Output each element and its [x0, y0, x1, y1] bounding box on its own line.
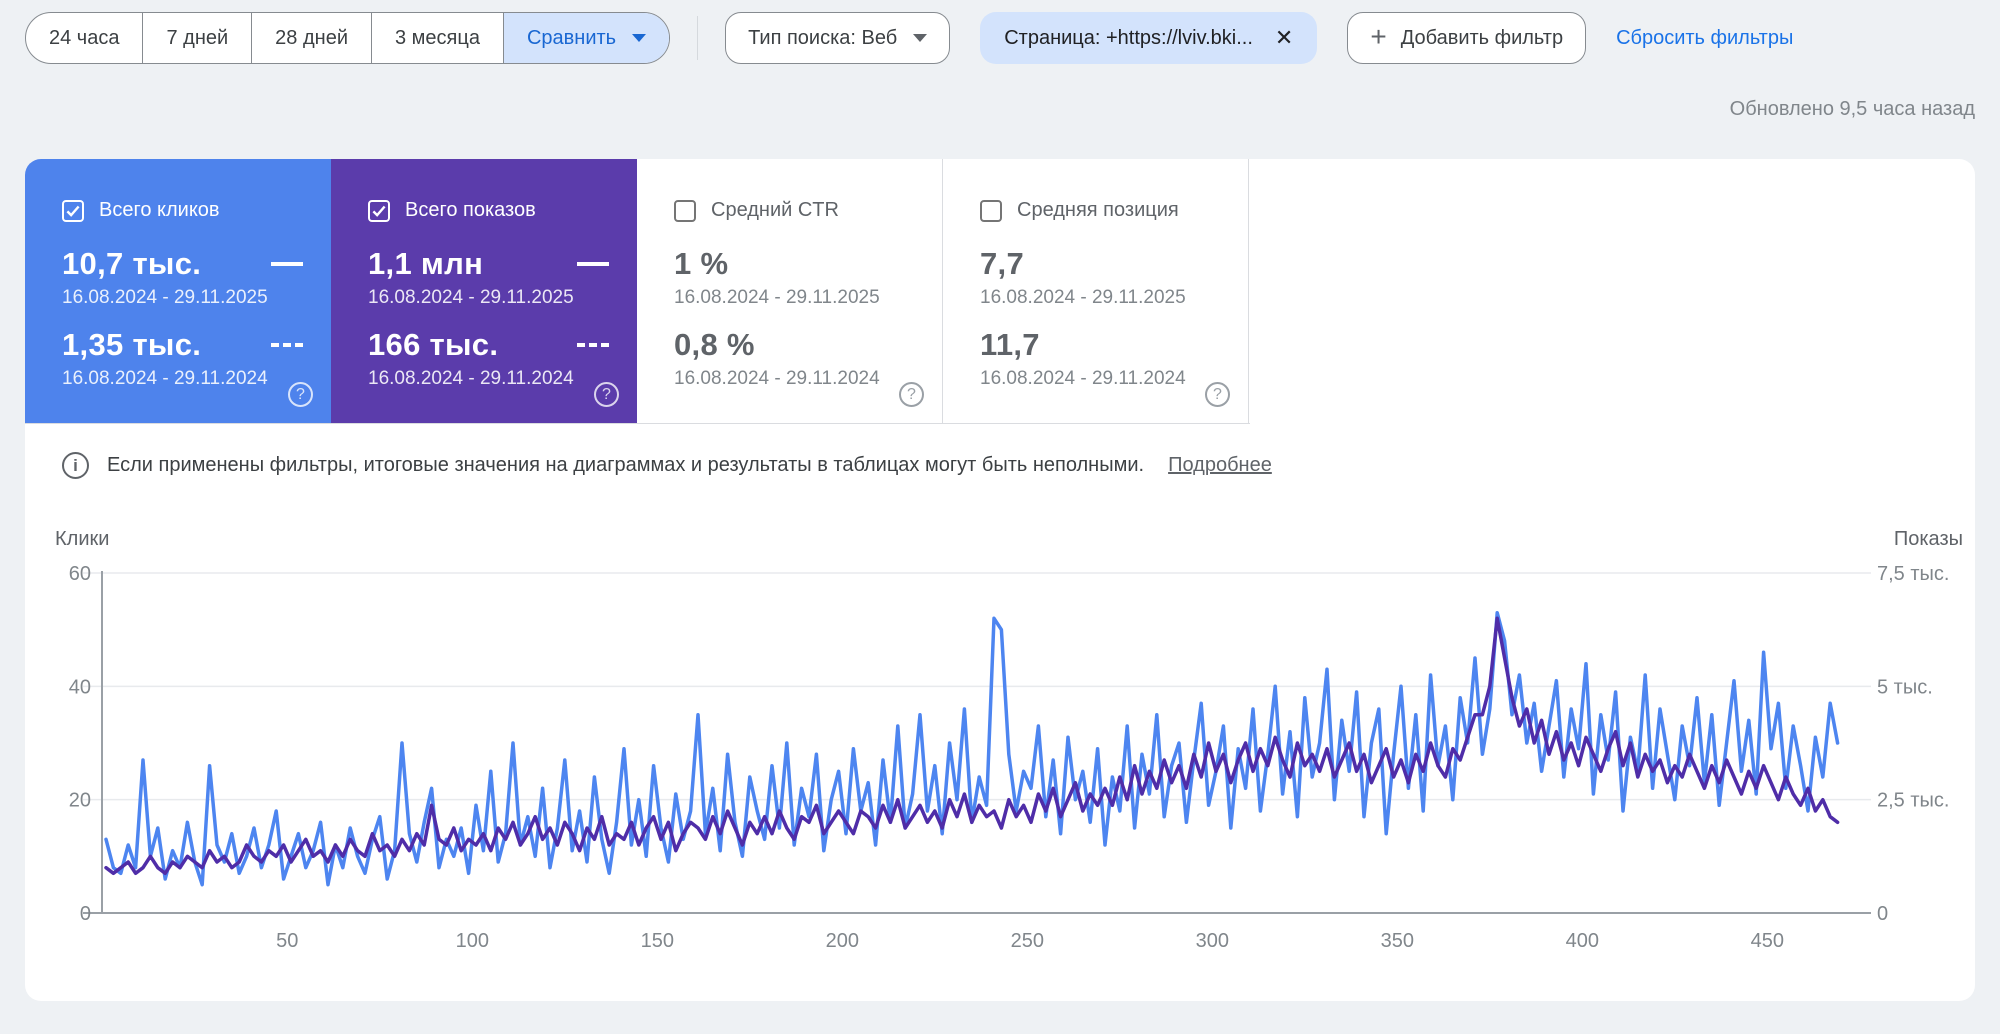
dashed-line-icon [577, 343, 609, 347]
checkbox-unchecked-icon[interactable] [980, 199, 1002, 222]
range-7d-button[interactable]: 7 дней [142, 13, 251, 63]
compare-button[interactable]: Сравнить [502, 13, 670, 63]
x-axis-tick-label: 150 [641, 930, 674, 952]
metric-period-current: 16.08.2024 - 29.11.2025 [62, 287, 268, 308]
right-axis-title: Показы [1894, 528, 1963, 550]
left-axis-tick-label: 0 [80, 903, 91, 925]
checkbox-checked-icon[interactable] [62, 199, 84, 222]
metric-period-previous: 16.08.2024 - 29.11.2024 [674, 368, 880, 389]
reset-filters-link[interactable]: Сбросить фильтры [1616, 26, 1794, 49]
info-icon: i [62, 452, 89, 479]
compare-button-label: Сравнить [526, 26, 617, 49]
add-filter-label: Добавить фильтр [1400, 26, 1564, 49]
metric-value-previous: 166 тыс. [368, 327, 499, 362]
search-type-filter[interactable]: Тип поиска: Веб [725, 12, 951, 64]
left-axis-title: Клики [55, 528, 109, 550]
metric-card-total-impressions[interactable]: Всего показов 1,1 млн 16.08.2024 - 29.11… [331, 159, 637, 423]
metric-value-current: 1 % [674, 246, 729, 281]
x-axis-tick-label: 450 [1751, 930, 1784, 952]
metric-period-current: 16.08.2024 - 29.11.2025 [368, 287, 574, 308]
page-filter-label: Страница: +https://lviv.bki... [1004, 26, 1253, 49]
filters-notice: i Если применены фильтры, итоговые значе… [62, 452, 1975, 479]
solid-line-icon [271, 262, 303, 266]
caret-down-icon [632, 34, 647, 42]
series-line-impressions [104, 616, 1840, 876]
help-icon[interactable]: ? [288, 382, 313, 407]
metric-period-previous: 16.08.2024 - 29.11.2024 [62, 368, 268, 389]
x-axis-tick-label: 400 [1566, 930, 1599, 952]
left-axis-tick-label: 40 [69, 676, 91, 698]
metric-card-label: Всего показов [405, 199, 536, 221]
checkmark-icon [66, 205, 80, 217]
help-icon[interactable]: ? [899, 382, 924, 407]
x-axis-tick-label: 300 [1196, 930, 1229, 952]
metric-period-current: 16.08.2024 - 29.11.2025 [674, 287, 880, 308]
checkbox-unchecked-icon[interactable] [674, 199, 696, 222]
metric-value-current: 7,7 [980, 246, 1024, 281]
traffic-chart-svg: 0 0 20 2,5 тыс. 40 5 тыс. 60 7,5 тыс. 50 100 150 20… [55, 528, 1963, 952]
left-axis-tick-label: 20 [69, 790, 91, 812]
add-filter-button[interactable]: + Добавить фильтр [1347, 12, 1587, 64]
metric-value-current: 10,7 тыс. [62, 246, 202, 281]
help-icon[interactable]: ? [1205, 382, 1230, 407]
notice-more-link[interactable]: Подробнее [1168, 454, 1272, 476]
x-axis-tick-label: 350 [1381, 930, 1414, 952]
close-icon[interactable]: ✕ [1274, 25, 1294, 50]
performance-panel: Всего кликов 10,7 тыс. 16.08.2024 - 29.1… [25, 159, 1975, 1001]
dashed-line-icon [271, 343, 303, 347]
metric-value-current: 1,1 млн [368, 246, 484, 281]
checkbox-checked-icon[interactable] [368, 199, 390, 222]
metric-period-previous: 16.08.2024 - 29.11.2024 [980, 368, 1186, 389]
right-axis-tick-label: 5 тыс. [1877, 676, 1933, 698]
metric-card-average-ctr[interactable]: Средний CTR 1 % 16.08.2024 - 29.11.2025 … [637, 159, 943, 423]
range-3m-button[interactable]: 3 месяца [370, 13, 503, 63]
series-line-clicks [104, 610, 1840, 887]
left-axis-tick-label: 60 [69, 563, 91, 585]
metric-card-label: Средняя позиция [1017, 199, 1179, 221]
right-axis-tick-label: 2,5 тыс. [1877, 790, 1949, 812]
notice-text: Если применены фильтры, итоговые значени… [107, 454, 1145, 476]
right-axis-tick-label: 0 [1877, 903, 1888, 925]
metric-value-previous: 1,35 тыс. [62, 327, 202, 362]
help-icon[interactable]: ? [594, 382, 619, 407]
right-axis-tick-label: 7,5 тыс. [1877, 563, 1949, 585]
range-28d-button[interactable]: 28 дней [251, 13, 371, 63]
metric-card-average-position[interactable]: Средняя позиция 7,7 16.08.2024 - 29.11.2… [943, 159, 1249, 423]
metric-tiles: Всего кликов 10,7 тыс. 16.08.2024 - 29.1… [25, 159, 1250, 424]
range-24h-button[interactable]: 24 часа [26, 13, 142, 63]
performance-chart: 0 0 20 2,5 тыс. 40 5 тыс. 60 7,5 тыс. 50 100 150 20… [25, 523, 1975, 975]
date-range-selector: 24 часа 7 дней 28 дней 3 месяца Сравнить [25, 12, 671, 64]
x-axis-tick-label: 200 [826, 930, 859, 952]
x-axis-tick-label: 50 [276, 930, 298, 952]
metric-value-previous: 11,7 [980, 327, 1040, 362]
metric-value-previous: 0,8 % [674, 327, 755, 362]
plus-icon: + [1370, 20, 1387, 52]
search-type-label: Тип поиска: Веб [748, 26, 898, 49]
caret-down-icon [913, 34, 928, 42]
updated-status: Обновлено 9,5 часа назад [1729, 98, 1975, 120]
filter-bar: 24 часа 7 дней 28 дней 3 месяца Сравнить… [0, 0, 2000, 64]
metric-card-label: Всего кликов [99, 199, 220, 221]
metric-period-previous: 16.08.2024 - 29.11.2024 [368, 368, 574, 389]
metric-card-total-clicks[interactable]: Всего кликов 10,7 тыс. 16.08.2024 - 29.1… [25, 159, 331, 423]
metric-period-current: 16.08.2024 - 29.11.2025 [980, 287, 1186, 308]
divider [697, 16, 699, 60]
checkmark-icon [372, 205, 386, 217]
x-axis-tick-label: 100 [456, 930, 489, 952]
page-filter-chip[interactable]: Страница: +https://lviv.bki... ✕ [980, 12, 1318, 64]
solid-line-icon [577, 262, 609, 266]
metric-card-label: Средний CTR [711, 199, 839, 221]
x-axis-tick-label: 250 [1011, 930, 1044, 952]
